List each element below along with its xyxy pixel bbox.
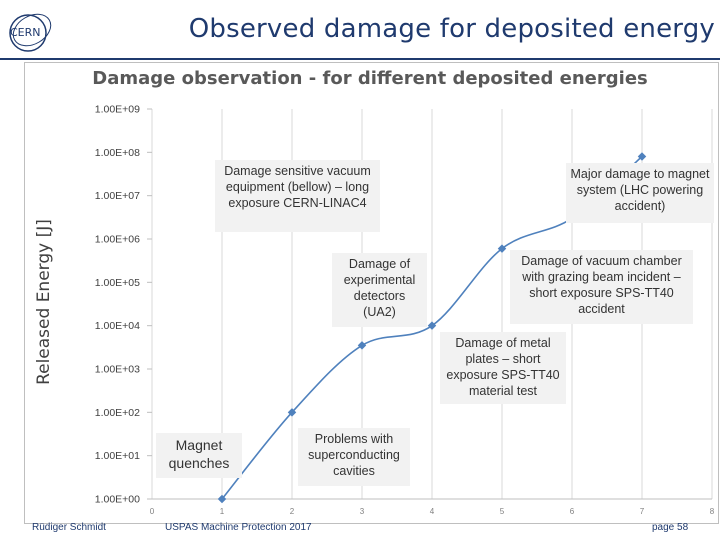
- y-tick-label: 1.00E+02: [95, 407, 140, 419]
- x-tick-label: 3: [360, 507, 365, 516]
- x-tick-label: 7: [640, 507, 645, 516]
- x-tick-labels: 0 1 2 3 4 5 6 7 8: [150, 507, 715, 516]
- annotation-experimental-detectors: Damage of experimental detectors (UA2): [332, 253, 427, 327]
- logo-text: CERN: [10, 26, 41, 39]
- annotation-vacuum-equipment: Damage sensitive vacuum equipment (bello…: [215, 160, 380, 232]
- slide-title: Observed damage for deposited energy: [188, 14, 715, 44]
- annotation-metal-plates: Damage of metal plates – short exposure …: [440, 332, 566, 404]
- annotation-magnet-quenches: Magnet quenches: [156, 433, 242, 478]
- x-tick-label: 2: [290, 507, 295, 516]
- y-tick-label: 1.00E+04: [95, 320, 140, 332]
- y-tick-label: 1.00E+03: [95, 364, 140, 376]
- chart-title: Damage observation - for different depos…: [92, 68, 648, 89]
- y-tick-label: 1.00E+05: [95, 277, 140, 289]
- y-tick-label: 1.00E+06: [95, 234, 140, 246]
- cern-logo: CERN: [9, 13, 52, 52]
- data-point: [287, 408, 297, 417]
- annotation-vacuum-chamber: Damage of vacuum chamber with grazing be…: [510, 250, 693, 324]
- footer-author: Rüdiger Schmidt: [32, 522, 106, 533]
- data-point: [217, 494, 227, 504]
- x-tick-label: 5: [500, 507, 505, 516]
- x-tick-label: 0: [150, 507, 155, 516]
- footer-event: USPAS Machine Protection 2017: [165, 522, 312, 533]
- header-divider: [0, 58, 720, 60]
- footer-page: page 58: [652, 522, 689, 533]
- y-tick-label: 1.00E+01: [95, 450, 140, 462]
- x-tick-label: 6: [570, 507, 575, 516]
- x-tick-label: 4: [430, 507, 435, 516]
- x-tick-label: 1: [220, 507, 225, 516]
- data-point: [427, 321, 437, 330]
- y-tick-label: 1.00E+07: [95, 190, 140, 202]
- y-tick-label: 1.00E+00: [95, 494, 140, 506]
- annotation-magnet-system: Major damage to magnet system (LHC power…: [566, 163, 714, 223]
- data-point: [357, 341, 367, 350]
- data-point: [497, 244, 507, 253]
- y-tick-label: 1.00E+08: [95, 147, 140, 159]
- y-tick-label: 1.00E+09: [95, 104, 140, 116]
- x-tick-label: 8: [710, 507, 715, 516]
- annotation-superconducting-cavities: Problems with superconducting cavities: [298, 428, 410, 486]
- y-tick-labels: 1.00E+00 1.00E+01 1.00E+02 1.00E+03 1.00E+04…: [95, 104, 152, 506]
